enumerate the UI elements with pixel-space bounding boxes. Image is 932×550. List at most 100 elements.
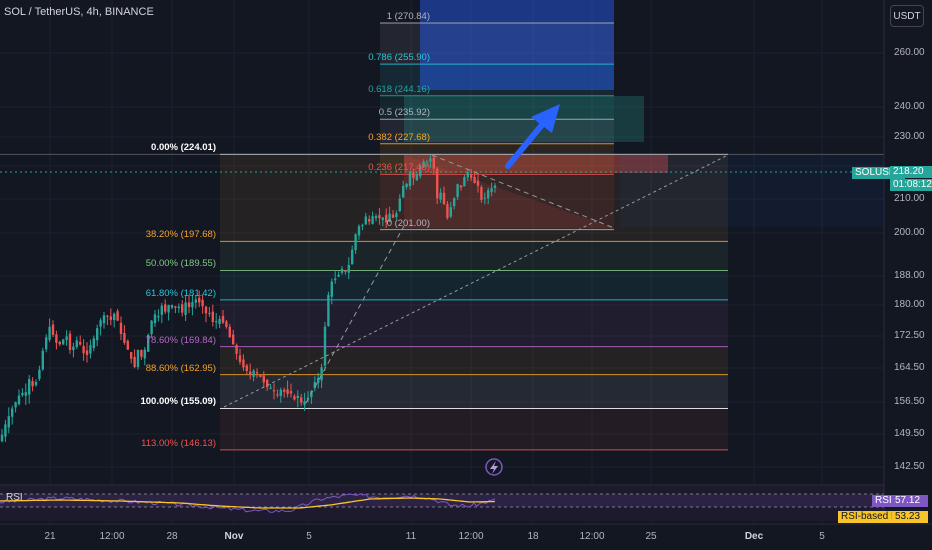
price-tick: 240.00 <box>894 101 925 112</box>
time-tick: 12:00 <box>99 531 125 542</box>
stop-loss-zone <box>404 155 668 173</box>
candle-body <box>313 382 316 389</box>
candle-body <box>191 302 194 308</box>
candle-body <box>65 336 68 341</box>
price-tick: 188.00 <box>894 270 925 281</box>
candle-body <box>391 214 395 218</box>
lightning-icon <box>485 458 503 476</box>
candle-body <box>272 390 276 392</box>
candle-body <box>442 192 446 205</box>
candle-body <box>320 367 323 381</box>
candle-body <box>208 312 211 314</box>
candle-body <box>92 338 95 349</box>
candle-body <box>436 168 439 199</box>
fib-level-label: 78.60% (169.84) <box>145 334 216 346</box>
time-tick: Dec <box>744 531 764 542</box>
last-price-tag: 218.20 <box>890 166 932 178</box>
candle-body <box>487 190 490 199</box>
fib-level-label: 0.382 (227.68) <box>368 131 430 143</box>
price-tick: 230.00 <box>894 131 925 142</box>
candle-body <box>340 268 344 273</box>
price-tick: 164.50 <box>894 362 925 373</box>
candle-body <box>412 172 415 179</box>
candle-body <box>490 188 493 192</box>
candle-body <box>89 345 92 354</box>
candle-body <box>102 315 106 324</box>
fib-zone <box>620 155 884 227</box>
currency-button[interactable]: USDT <box>890 5 924 27</box>
candle-body <box>31 381 34 387</box>
fib-level-label: 38.20% (197.68) <box>145 229 216 241</box>
candle-body <box>252 370 255 377</box>
candle-body <box>323 326 327 366</box>
candle-body <box>96 328 99 341</box>
candle-body <box>106 315 109 317</box>
candle-body <box>354 234 357 251</box>
candle-body <box>201 299 204 307</box>
candle-body <box>79 341 82 345</box>
candle-body <box>276 394 279 396</box>
candle-body <box>368 219 371 222</box>
symbol-title[interactable]: SOL / TetherUS, 4h, BINANCE <box>4 6 154 18</box>
candle-body <box>337 274 340 277</box>
candle-body <box>289 391 293 394</box>
fib-level-label: 100.00% (155.09) <box>140 396 216 408</box>
rsi-band <box>0 494 884 507</box>
candle-body <box>123 332 126 343</box>
candle-body <box>262 375 265 383</box>
candle-body <box>14 402 17 408</box>
candle-body <box>147 334 150 352</box>
candle-body <box>0 434 4 442</box>
candle-body <box>136 350 140 368</box>
target-zone <box>420 0 614 90</box>
candle-body <box>378 215 381 219</box>
candle-body <box>130 352 133 359</box>
time-tick: 21 <box>44 531 56 542</box>
candle-body <box>99 320 102 327</box>
candle-body <box>177 306 180 309</box>
candle-body <box>398 198 401 211</box>
candle-body <box>38 369 41 379</box>
candle-body <box>283 389 286 392</box>
candle-body <box>317 377 320 384</box>
candle-body <box>361 225 364 227</box>
candle-body <box>439 192 442 200</box>
candle-body <box>157 316 160 318</box>
candle-body <box>344 270 347 272</box>
fib-zone <box>380 64 614 96</box>
rsi-label[interactable]: RSI <box>6 492 23 503</box>
candle-body <box>347 264 350 273</box>
candle-body <box>279 389 282 396</box>
fib-zone <box>220 241 728 271</box>
candle-body <box>160 305 163 315</box>
candle-body <box>174 306 177 308</box>
fib-zone <box>220 299 728 347</box>
candle-body <box>449 207 452 217</box>
candle-body <box>429 158 432 162</box>
candle-body <box>286 389 289 394</box>
fib-zone <box>220 346 728 375</box>
candle-body <box>150 320 153 335</box>
time-tick: Nov <box>224 531 244 542</box>
candle-body <box>374 216 378 219</box>
candle-body <box>385 214 388 223</box>
lightning-bolt <box>490 461 498 474</box>
candle-body <box>330 281 333 297</box>
fib-zone <box>220 374 728 409</box>
candle-body <box>51 324 55 335</box>
candle-body <box>334 278 337 281</box>
candle-body <box>249 371 252 375</box>
candle-body <box>187 302 191 308</box>
candle-body <box>432 157 435 169</box>
candle-body <box>388 213 391 222</box>
candle-body <box>476 180 480 186</box>
candle-body <box>194 299 197 303</box>
candle-body <box>211 311 214 322</box>
candle-body <box>269 387 272 389</box>
candle-body <box>483 197 486 199</box>
time-tick: 11 <box>405 531 417 542</box>
candle-body <box>303 401 306 405</box>
trend-line <box>305 225 405 404</box>
candle-body <box>364 216 367 225</box>
